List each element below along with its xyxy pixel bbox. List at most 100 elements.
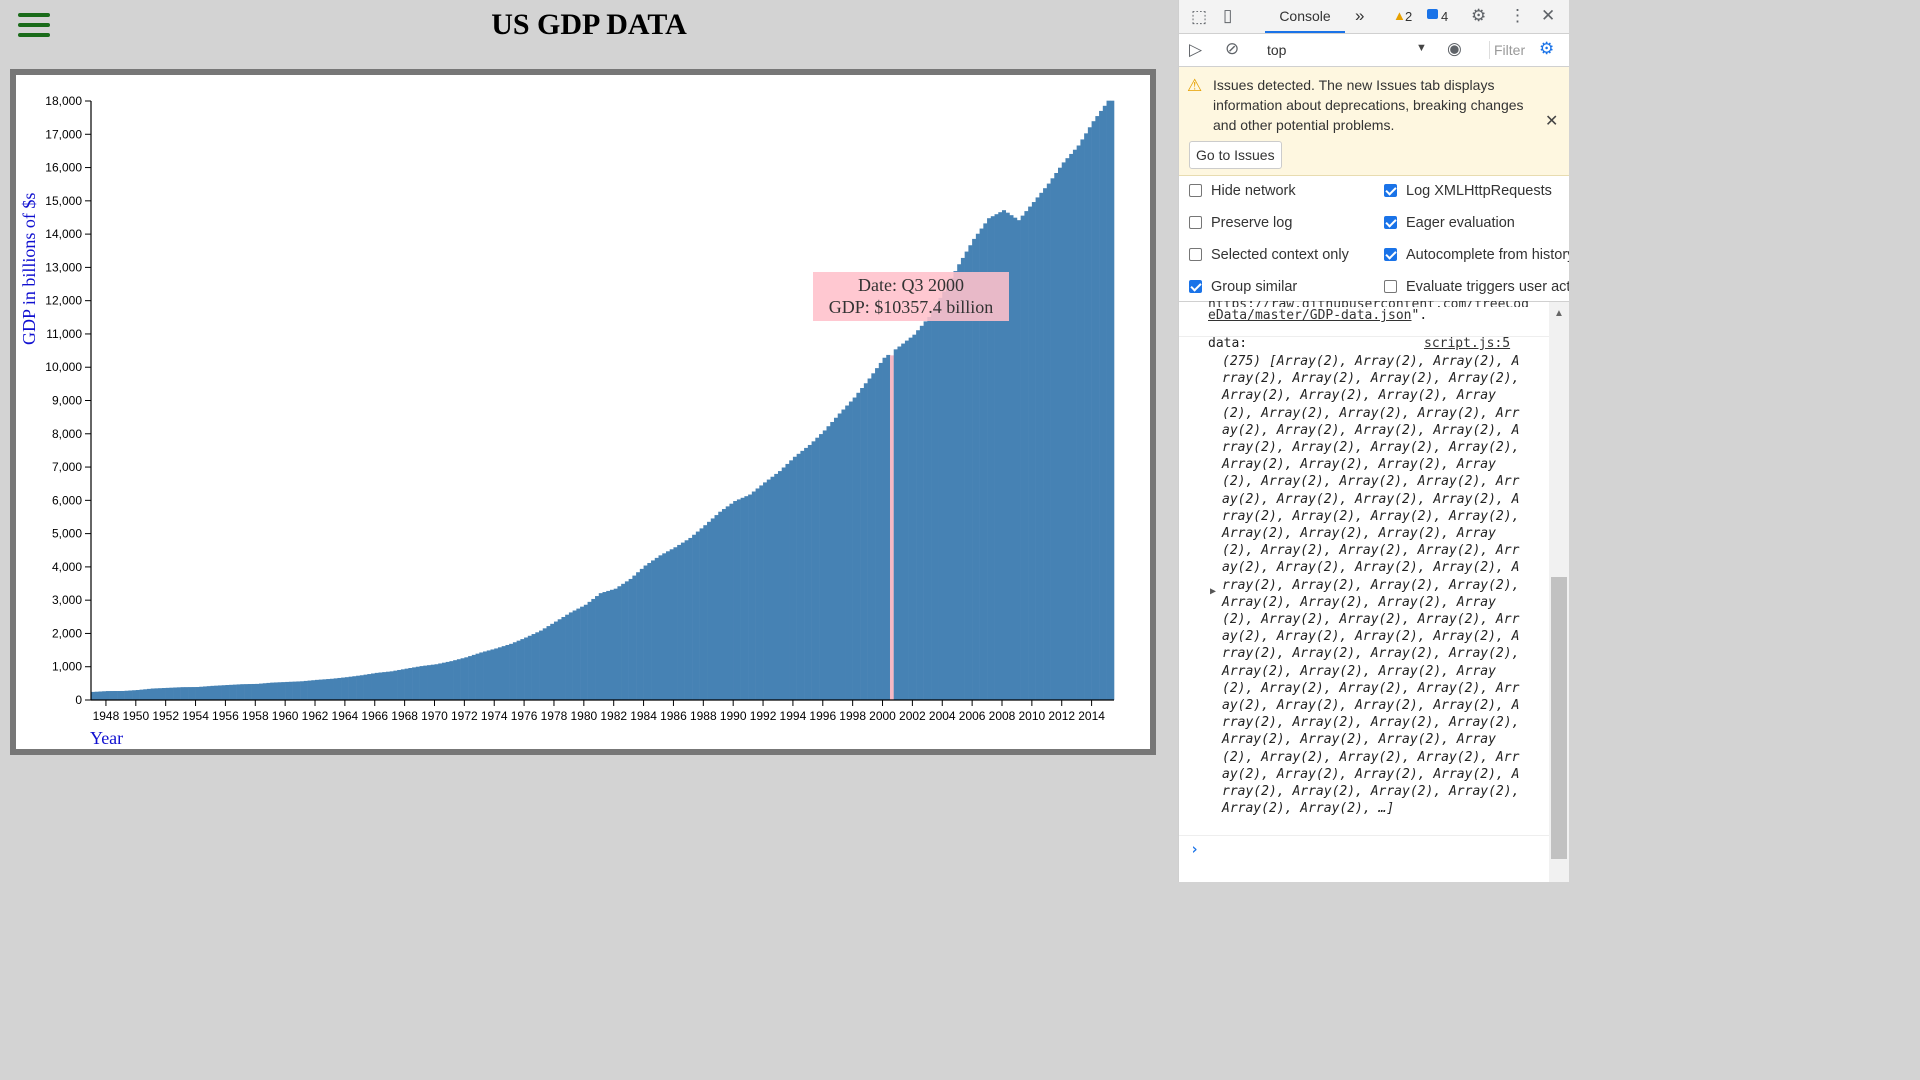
bar <box>733 501 738 700</box>
bar <box>1054 173 1059 700</box>
divider <box>1179 336 1549 337</box>
y-tick-label: 18,000 <box>45 94 82 108</box>
x-tick-label: 1958 <box>242 709 269 723</box>
expand-triangle-icon[interactable]: ▶ <box>1210 586 1217 597</box>
x-tick-label: 1972 <box>451 709 478 723</box>
inspect-element-icon[interactable]: ⬚ <box>1191 7 1208 26</box>
x-tick-label: 2002 <box>899 709 926 723</box>
tooltip: Date: Q3 2000 GDP: $10357.4 billion <box>813 272 1009 321</box>
y-tick-label: 0 <box>75 693 82 707</box>
tab-console[interactable]: Console <box>1265 0 1345 33</box>
bar <box>908 337 913 700</box>
filter-input[interactable]: Filter <box>1489 41 1528 59</box>
clear-console-icon[interactable]: ⊘ <box>1225 39 1240 58</box>
bar <box>931 310 936 700</box>
bar <box>651 560 656 700</box>
bar <box>217 685 222 700</box>
bar <box>363 674 368 700</box>
checkbox[interactable] <box>1189 248 1202 261</box>
bar <box>994 214 999 700</box>
x-axis-title: Year <box>90 728 124 748</box>
checkbox[interactable] <box>1189 216 1202 229</box>
checkbox[interactable] <box>1384 248 1397 261</box>
console-array-value[interactable]: (275) [Array(2), Array(2), Array(2), Arr… <box>1222 354 1520 817</box>
bar <box>288 681 293 700</box>
bar <box>975 233 980 701</box>
context-select[interactable]: top <box>1267 42 1287 58</box>
checkbox[interactable] <box>1189 184 1202 197</box>
checkbox[interactable] <box>1384 216 1397 229</box>
y-tick-label: 5,000 <box>52 527 82 541</box>
bar <box>800 450 805 700</box>
bar <box>957 264 962 700</box>
bar <box>453 660 458 700</box>
console-url-link[interactable]: eData/master/GDP-data.json <box>1208 308 1412 323</box>
menu-icon[interactable] <box>18 13 50 43</box>
x-tick-label: 1998 <box>839 709 866 723</box>
bar <box>262 683 267 700</box>
console-url-top[interactable]: https://raw.githubusercontent.com/freeCo… <box>1208 301 1528 307</box>
bar <box>359 675 364 700</box>
bar <box>113 691 118 700</box>
bar <box>624 581 629 700</box>
bar <box>1020 215 1025 700</box>
bar <box>479 652 484 700</box>
x-tick-label: 1990 <box>720 709 747 723</box>
y-tick-label: 14,000 <box>45 227 82 241</box>
bar <box>225 685 230 700</box>
bar <box>132 690 137 700</box>
bar <box>98 691 103 700</box>
settings-gear-icon[interactable]: ⚙ <box>1471 6 1487 25</box>
bar <box>979 228 984 701</box>
bar <box>195 687 200 700</box>
bar <box>214 685 219 700</box>
x-tick-label: 1960 <box>272 709 299 723</box>
messages-count[interactable]: 4 <box>1441 9 1449 24</box>
bar <box>102 691 107 700</box>
bar <box>505 644 510 700</box>
warnings-count[interactable]: 2 <box>1405 9 1413 24</box>
checkbox[interactable] <box>1189 280 1202 293</box>
x-tick-label: 1976 <box>511 709 538 723</box>
y-tick-label: 17,000 <box>45 127 82 141</box>
more-options-icon[interactable]: ⋮ <box>1509 6 1526 25</box>
console-output: https://raw.githubusercontent.com/freeCo… <box>1179 301 1549 882</box>
source-link[interactable]: script.js:5 <box>1424 336 1511 351</box>
more-tabs-icon[interactable]: » <box>1355 6 1365 25</box>
checkbox[interactable] <box>1384 184 1397 197</box>
bar <box>822 430 827 700</box>
console-settings-icon[interactable]: ⚙ <box>1539 39 1555 58</box>
bar <box>539 630 544 700</box>
bar <box>707 521 712 700</box>
console-scrollbar[interactable]: ▲ <box>1549 302 1569 882</box>
bar <box>848 401 853 700</box>
x-tick-label: 1956 <box>212 709 239 723</box>
close-devtools-icon[interactable]: ✕ <box>1541 6 1556 25</box>
bar <box>1061 162 1066 700</box>
bar <box>460 658 465 700</box>
bar <box>158 688 163 700</box>
checkbox[interactable] <box>1384 280 1397 293</box>
bar <box>949 277 954 700</box>
divider <box>1179 835 1549 836</box>
gdp-bar-chart: 0 1,000 2,000 3,000 4,000 5,000 6,000 7,000 8,00… <box>45 94 1115 723</box>
console-prompt[interactable]: › <box>1190 840 1200 858</box>
bar <box>721 509 726 700</box>
go-to-issues-button[interactable]: Go to Issues <box>1189 141 1282 169</box>
scroll-thumb[interactable] <box>1551 577 1567 859</box>
live-expression-eye-icon[interactable]: ◉ <box>1447 39 1462 58</box>
bar <box>609 589 614 700</box>
y-tick-label: 12,000 <box>45 294 82 308</box>
device-toolbar-icon[interactable]: ▯ <box>1223 6 1233 25</box>
bar <box>867 378 872 700</box>
close-icon[interactable]: ✕ <box>1545 113 1559 130</box>
bar <box>348 676 353 700</box>
bar <box>658 555 663 700</box>
warning-icon: ⚠ <box>1187 76 1203 95</box>
scroll-up-icon[interactable]: ▲ <box>1554 308 1564 319</box>
sidebar-toggle-icon[interactable]: ▷ <box>1189 40 1203 59</box>
bar <box>815 437 820 700</box>
bar <box>419 666 424 700</box>
bar <box>863 383 868 700</box>
bar <box>303 680 308 700</box>
